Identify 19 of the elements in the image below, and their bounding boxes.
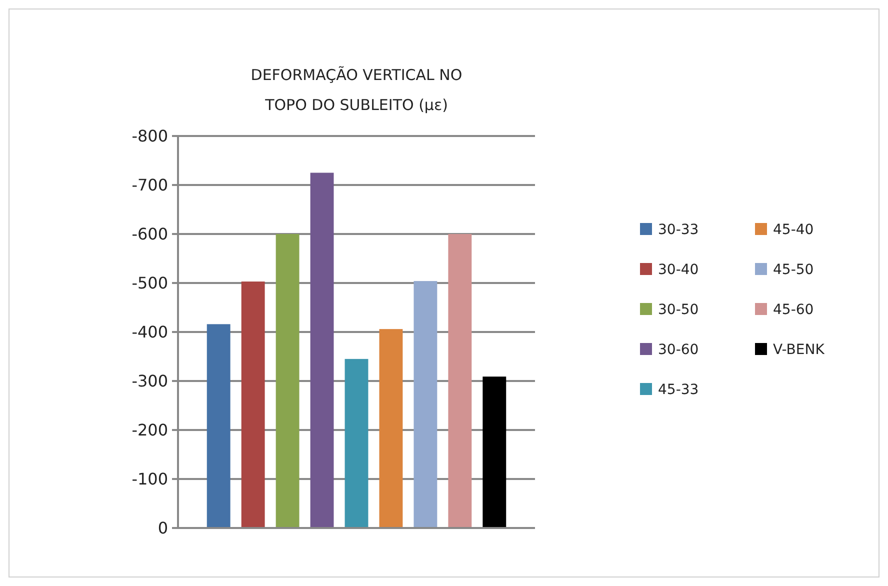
y-tick-label: -400 <box>132 322 168 342</box>
y-tick-label: -200 <box>132 420 168 440</box>
legend-label: 30-33 <box>658 222 699 238</box>
y-tick-label: -800 <box>132 126 168 146</box>
y-tick-label: -500 <box>132 274 168 293</box>
y-tick-label: 0 <box>158 518 168 538</box>
y-tick-label: -600 <box>132 224 168 244</box>
legend-label: 45-50 <box>773 262 814 278</box>
legend-label: 30-50 <box>658 302 699 318</box>
legend-label: V-BENK <box>773 342 826 358</box>
y-tick-label: -300 <box>132 372 168 391</box>
legend-label: 45-40 <box>773 222 814 238</box>
y-tick-label: -100 <box>132 470 168 489</box>
legend-label: 30-40 <box>658 262 699 278</box>
legend-label: 45-33 <box>658 382 699 398</box>
legend-label: 45-60 <box>773 302 814 318</box>
legend-label: 30-60 <box>658 342 699 358</box>
chart-title: DEFORMAÇÃO VERTICAL NO TOPO DO SUBLEITO (με) <box>250 66 462 114</box>
y-tick-label: -700 <box>132 176 168 195</box>
